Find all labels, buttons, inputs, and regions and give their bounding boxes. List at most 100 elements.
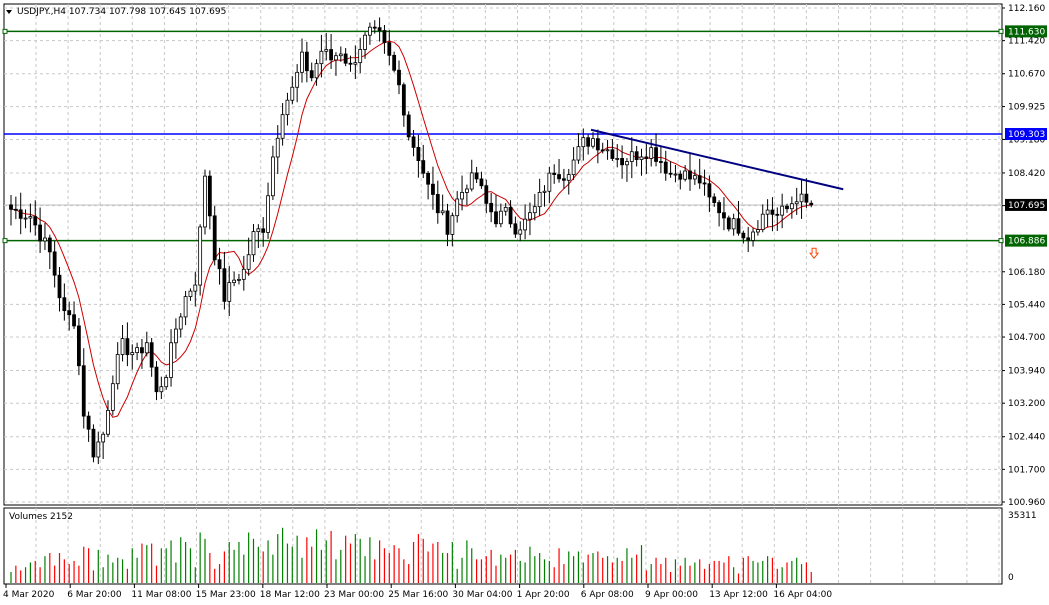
- candle-body: [688, 170, 692, 180]
- candle-body: [367, 26, 372, 36]
- level-anchor: [2, 28, 8, 34]
- candle-body: [309, 70, 314, 79]
- candle-body: [198, 226, 203, 286]
- candle-body: [295, 71, 300, 88]
- candle-body: [159, 386, 164, 393]
- candle-body: [746, 237, 751, 241]
- candle-body: [678, 173, 683, 180]
- candle-body: [513, 223, 518, 235]
- candle-body: [217, 259, 222, 270]
- candle-body: [659, 161, 663, 163]
- price-tick-label: 102.440: [1008, 433, 1045, 443]
- candle-body: [101, 433, 106, 443]
- time-tick-label: 16 Apr 04:00: [773, 590, 832, 600]
- candle-body: [460, 191, 464, 200]
- candle-body: [300, 51, 304, 73]
- volume-zero-label: 0: [1008, 573, 1014, 583]
- candle-body: [702, 182, 707, 185]
- price-tick-label: 103.940: [1008, 367, 1045, 377]
- candle-body: [794, 201, 799, 205]
- candle-body: [314, 63, 319, 79]
- candle-body: [329, 49, 334, 61]
- candle-body: [154, 366, 159, 393]
- resistance-trendline: [590, 128, 844, 191]
- volume-bars: [10, 527, 812, 583]
- candle-body: [610, 149, 615, 159]
- candle-body: [237, 278, 241, 281]
- candle-body: [722, 212, 726, 219]
- candle-body: [789, 203, 794, 210]
- horizontal-levels: [2, 28, 1004, 244]
- candle-body: [241, 268, 246, 280]
- candle-body: [625, 161, 629, 166]
- candle-body: [707, 183, 712, 198]
- candle-body: [484, 185, 489, 204]
- candle-body: [469, 172, 474, 190]
- candle-body: [503, 207, 508, 212]
- candle-body: [644, 156, 649, 159]
- dropdown-icon[interactable]: [6, 10, 12, 14]
- candle-body: [809, 202, 814, 206]
- candle-body: [110, 383, 115, 411]
- price-line-label-bg: [1005, 234, 1047, 247]
- candle-body: [18, 209, 23, 219]
- candle-body: [222, 268, 227, 302]
- candle-body: [33, 216, 38, 226]
- candle-body: [144, 342, 149, 354]
- candle-body: [212, 215, 217, 261]
- candle-body: [13, 208, 18, 211]
- level-anchor: [998, 238, 1004, 244]
- candle-body: [508, 207, 513, 225]
- time-tick-label: 23 Mar 00:00: [324, 590, 384, 600]
- candle-body: [697, 175, 702, 184]
- candle-body: [726, 217, 731, 230]
- price-tick-label: 103.200: [1008, 399, 1045, 409]
- candle-body: [397, 69, 401, 86]
- candle-body: [474, 172, 479, 180]
- volume-panel: [3, 507, 1003, 585]
- candle-body: [692, 175, 697, 180]
- candles: [9, 17, 814, 465]
- candle-body: [435, 194, 440, 214]
- candle-body: [751, 231, 755, 241]
- price-tick-label: 100.960: [1008, 498, 1045, 508]
- price-line-label-bg: [1005, 25, 1047, 38]
- candle-body: [775, 213, 780, 216]
- candle-body: [445, 210, 450, 235]
- candle-body: [654, 147, 658, 162]
- candle-body: [440, 210, 445, 214]
- candle-body: [552, 172, 557, 175]
- price-axis: 112.160 111.420 110.670 109.925 109.180 108.4…: [1002, 4, 1045, 508]
- level-anchor: [2, 238, 8, 244]
- signal-arrow: [809, 247, 820, 260]
- candle-body: [72, 314, 76, 327]
- candle-body: [193, 284, 198, 292]
- candle-body: [251, 231, 256, 256]
- candle-body: [9, 204, 13, 210]
- volume-label: Volumes 2152: [9, 512, 73, 522]
- candle-body: [227, 282, 232, 302]
- candle-body: [464, 188, 469, 193]
- candle-body: [261, 228, 266, 233]
- price-tick-label: 110.670: [1008, 70, 1045, 80]
- candle-body: [232, 279, 237, 283]
- candle-body: [741, 232, 746, 239]
- price-line-labels: 111.630 109.303 106.886 107.695: [1005, 25, 1047, 247]
- current-price-label: 107.695: [1008, 201, 1045, 211]
- candle-body: [266, 195, 270, 233]
- moving-average-line: [10, 40, 812, 418]
- candle-body: [377, 27, 382, 31]
- current-price-label-bg: [1005, 198, 1047, 211]
- candle-body: [605, 149, 610, 152]
- candle-body: [47, 237, 52, 253]
- candle-body: [760, 213, 765, 231]
- candle-body: [600, 149, 605, 152]
- candle-body: [717, 202, 721, 214]
- candle-body: [38, 224, 42, 242]
- volume-max-label: 35311: [1008, 511, 1037, 521]
- candle-body: [140, 347, 144, 354]
- candle-body: [149, 342, 154, 368]
- down-arrow-icon: [809, 247, 820, 260]
- candle-body: [343, 53, 348, 64]
